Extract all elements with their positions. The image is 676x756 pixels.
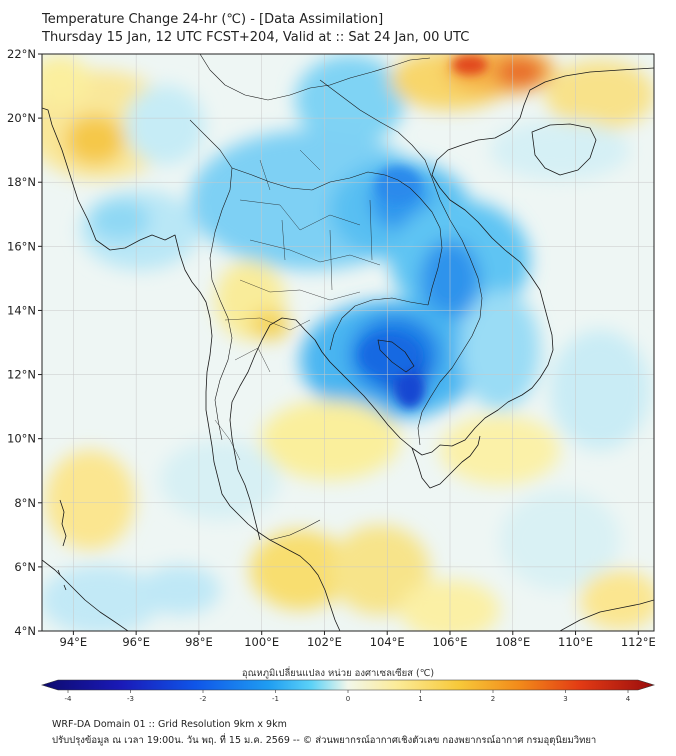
lon-tick-label: 100°E <box>244 635 279 649</box>
thailand-cambodia-border <box>329 297 429 351</box>
colorbar-bar <box>40 679 656 691</box>
borneo-coastline <box>559 599 654 631</box>
lat-tick-label: 12°N <box>7 368 36 382</box>
lat-tick-label: 10°N <box>7 432 36 446</box>
colorbar-tick-label: 0 <box>346 695 350 703</box>
plot-frame <box>41 53 655 632</box>
colorbar-tick-label: 2 <box>491 695 495 703</box>
lon-tick-label: 112°E <box>621 635 656 649</box>
china-border <box>199 54 431 101</box>
lat-tick-label: 14°N <box>7 303 36 317</box>
axis-ticks: 22°N 20°N 18°N 16°N 14°N 12°N 10°N 8°N 6°N 4°N 94°… <box>7 47 656 649</box>
lat-tick-label: 22°N <box>7 47 36 61</box>
map-subtitle: Thursday 15 Jan, 12 UTC FCST+204, Valid … <box>42 30 470 45</box>
lat-tick-label: 16°N <box>7 239 36 253</box>
lon-tick-label: 98°E <box>185 635 213 649</box>
footer-credits: ปรับปรุงข้อมูล ณ เวลา 19:00น. วัน พฤ. ที… <box>52 735 597 746</box>
lat-tick-label: 4°N <box>14 624 36 638</box>
lat-tick-label: 18°N <box>7 175 36 189</box>
lon-tick-label: 110°E <box>558 635 593 649</box>
colorbar-ticks: -4 -3 -2 -1 0 1 2 3 4 <box>65 690 631 703</box>
lon-tick-label: 96°E <box>122 635 150 649</box>
nicobar-islands <box>57 569 67 591</box>
lon-tick-label: 102°E <box>307 635 342 649</box>
thailand-laos-border <box>231 167 443 306</box>
sumatra-coastline <box>42 559 129 631</box>
temperature-field <box>42 54 654 631</box>
andaman-islands <box>59 499 67 547</box>
gulf-of-thailand-coast <box>229 67 654 541</box>
cambodia-vietnam-border <box>417 335 473 446</box>
mainland-coastline <box>42 107 341 631</box>
colorbar-tick-label: -4 <box>65 695 73 703</box>
hainan-coastline <box>531 123 597 176</box>
colorbar-tick-label: -2 <box>200 695 207 703</box>
map-title: Temperature Change 24-hr (℃) - [Data Ass… <box>42 12 384 27</box>
colorbar-tick-label: -1 <box>272 695 279 703</box>
colorbar-tick-label: 3 <box>563 695 567 703</box>
lon-tick-label: 106°E <box>433 635 468 649</box>
lon-tick-label: 94°E <box>60 635 88 649</box>
colorbar-tick-label: 1 <box>418 695 422 703</box>
tonle-sap-lake <box>377 339 415 373</box>
colorbar: -4 -3 -2 -1 0 1 2 3 4 <box>40 679 656 703</box>
footer-domain-info: WRF-DA Domain 01 :: Grid Resolution 9km … <box>52 719 287 730</box>
lon-tick-label: 108°E <box>495 635 530 649</box>
lat-tick-label: 6°N <box>14 560 36 574</box>
laos-vietnam-border <box>319 79 483 337</box>
colorbar-label: อุณหภูมิเปลี่ยนแปลง หน่วย องศาเซลเซียส (… <box>241 668 435 679</box>
colorbar-tick-label: -3 <box>127 695 134 703</box>
coastlines-and-borders <box>42 54 654 631</box>
malaysia-thailand-border <box>269 519 321 541</box>
thai-provinces <box>214 149 381 461</box>
lon-tick-label: 104°E <box>370 635 405 649</box>
colorbar-tick-label: 4 <box>626 695 631 703</box>
graticule-grid <box>42 54 654 631</box>
mekong-delta-coast <box>411 435 481 489</box>
lat-tick-label: 20°N <box>7 111 36 125</box>
lat-tick-label: 8°N <box>14 496 36 510</box>
myanmar-thailand-border <box>189 119 233 441</box>
